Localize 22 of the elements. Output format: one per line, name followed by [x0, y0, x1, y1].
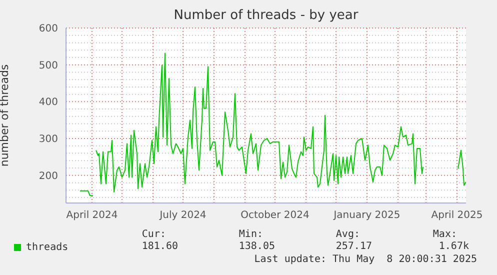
text: Min:	[238, 229, 264, 241]
text: 138.05	[238, 241, 275, 253]
text: Avg:	[334, 229, 361, 241]
x-tick-label: April 2024	[66, 210, 118, 222]
text: 257.17	[334, 241, 372, 253]
text: Cur:	[140, 229, 167, 241]
text: Last update: Thu May 8 20:00:31 2025	[254, 254, 477, 265]
y-tick-label: 500	[38, 60, 58, 72]
y-tick-label: 400	[38, 97, 58, 108]
text: 1.67k	[438, 241, 469, 253]
text: 181.60	[140, 241, 178, 253]
x-tick-label: October 2024	[240, 210, 310, 222]
text: Max:	[432, 229, 458, 241]
x-tick-label: July 2024	[158, 210, 206, 222]
y-tick-label: 200	[38, 170, 58, 182]
legend-label: threads	[26, 242, 68, 253]
y-tick-label: 300	[38, 134, 58, 146]
x-tick-label: January 2025	[332, 210, 400, 222]
y-tick-label: 600	[38, 24, 58, 35]
x-tick-label: April 2025	[431, 210, 483, 222]
y-axis-title: number of threads	[0, 64, 11, 167]
chart-title: Number of threads - by year	[172, 8, 360, 23]
